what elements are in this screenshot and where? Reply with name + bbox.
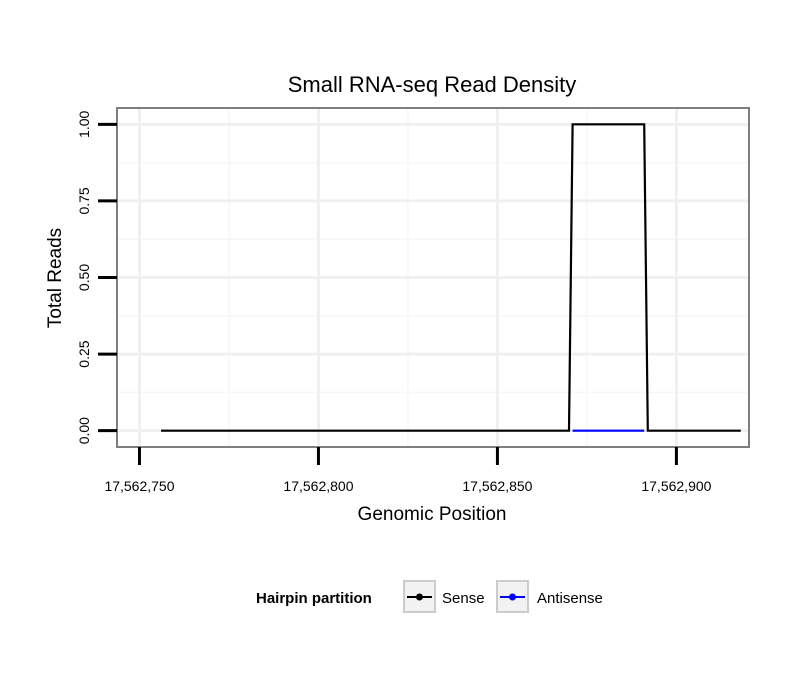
y-tick-label: 0.75 bbox=[76, 187, 92, 214]
x-axis: 17,562,750 17,562,800 17,562,850 17,562,900 bbox=[104, 447, 712, 494]
legend-label-sense: Sense bbox=[442, 590, 485, 607]
y-axis-title: Total Reads bbox=[45, 228, 66, 328]
x-axis-title: Genomic Position bbox=[358, 504, 507, 525]
legend-title: Hairpin partition bbox=[256, 590, 372, 607]
legend-key-sense-point bbox=[416, 593, 423, 601]
x-tick-label: 17,562,800 bbox=[283, 478, 353, 494]
y-tick-label: 1.00 bbox=[76, 110, 92, 137]
grid bbox=[118, 109, 748, 446]
y-axis: 0.00 0.25 0.50 0.75 1.00 bbox=[76, 110, 117, 444]
legend-label-antisense: Antisense bbox=[537, 590, 603, 607]
y-tick-label: 0.25 bbox=[76, 340, 92, 367]
y-tick-label: 0.50 bbox=[76, 264, 92, 291]
y-tick-label: 0.00 bbox=[76, 417, 92, 444]
chart-title: Small RNA-seq Read Density bbox=[288, 72, 577, 97]
series-layer bbox=[161, 123, 741, 432]
legend-key-antisense-point bbox=[509, 593, 516, 601]
x-tick-label: 17,562,750 bbox=[104, 478, 174, 494]
legend: Hairpin partition Sense Antisense bbox=[256, 580, 603, 613]
series-line-sense bbox=[161, 123, 741, 432]
x-tick-label: 17,562,850 bbox=[462, 478, 532, 494]
x-tick-label: 17,562,900 bbox=[641, 478, 711, 494]
